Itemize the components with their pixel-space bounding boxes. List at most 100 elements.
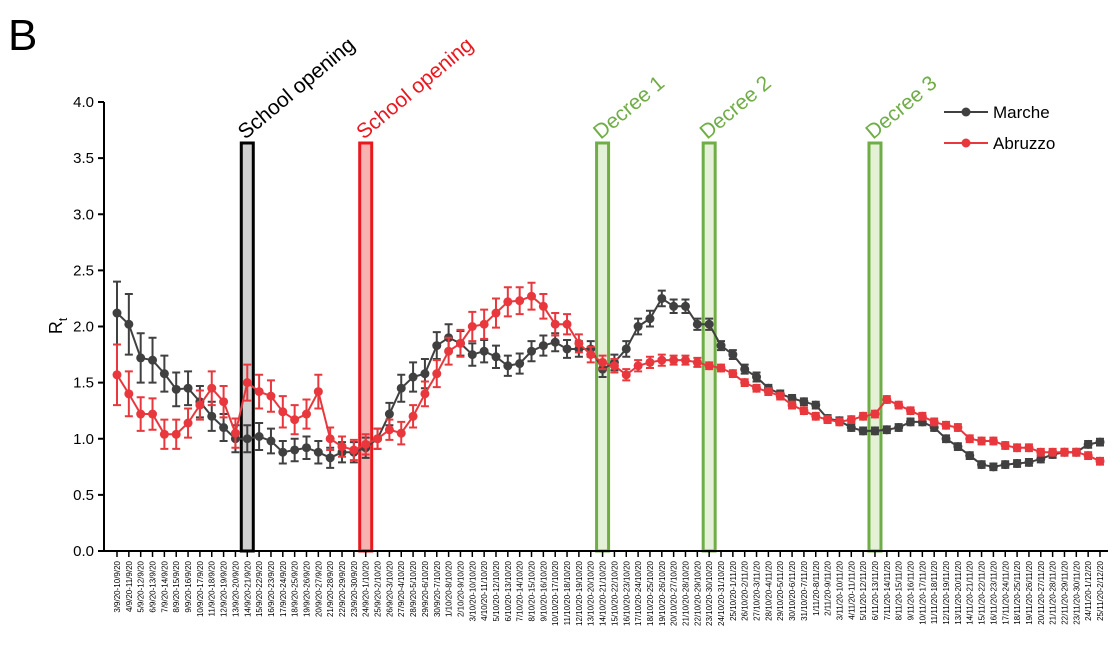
data-point [503,361,513,371]
x-tick-label: 2/11/20-9/11/20 [824,560,833,615]
annotation-box [867,141,883,553]
data-point [148,355,158,365]
data-point [716,341,726,351]
x-tick-label: 19/10/20-26/10/20 [658,560,667,625]
x-tick-label: 16/11/20-23/11/20 [989,560,998,624]
x-tick-label: 29/10/20-5/11/20 [776,560,785,620]
x-tick-label: 7/10/20-14/10/20 [516,560,525,621]
x-tick-label: 22/10/20-29/10/20 [693,560,702,625]
x-tick-label: 18/10/20-25/10/20 [646,560,655,625]
data-point [775,391,785,401]
legend-label: Marche [993,103,1050,122]
data-point [586,350,596,360]
data-point [242,378,252,388]
annotation-box [701,141,717,553]
data-point [870,409,880,419]
data-point [408,411,418,421]
data-point [728,369,738,379]
data-point [906,417,916,427]
x-tick-label: 1/10/20-8/10/20 [445,560,454,617]
x-tick-label: 13/9/20-20/9/20 [231,560,240,617]
data-point [124,389,134,399]
data-point [136,353,146,363]
data-point [965,434,975,444]
data-point [491,308,501,318]
data-point [148,409,158,419]
data-point [420,389,430,399]
x-tick-label: 5/9/20-12/9/20 [137,560,146,612]
data-point [1012,443,1022,453]
x-tick-label: 23/9/20-30/9/20 [350,560,359,617]
data-point [337,442,347,452]
data-point [159,369,169,379]
x-tick-label: 20/11/20-27/11/20 [1037,560,1046,624]
y-tick-label: 2.0 [73,319,94,336]
x-tick-label: 26/9/20-3/10/20 [385,560,394,617]
data-point [953,423,963,433]
x-tick-label: 4/11/20-11/11/20 [847,560,856,619]
data-point [1000,440,1010,450]
x-tick-label: 27/10/20-3/11/20 [753,560,762,620]
data-point [361,439,371,449]
x-tick-label: 17/9/20-24/9/20 [279,560,288,617]
data-point [325,453,335,463]
x-tick-label: 4/10/20-11/10/20 [480,560,489,620]
x-tick-label: 13/10/20-20/10/20 [587,560,596,625]
x-tick-label: 14/10/20-21/10/20 [599,560,608,625]
data-point [941,434,951,444]
data-point [1048,447,1058,457]
data-point [834,417,844,427]
annotation-box [358,141,374,553]
data-point [669,301,679,311]
data-point [515,359,525,369]
data-point [301,409,311,419]
data-point [941,420,951,430]
x-tick-label: 23/11/20-30/11/20 [1072,560,1081,624]
data-point [278,447,288,457]
data-point [870,426,880,436]
x-tick-label: 18/11/20-25/11/20 [1013,560,1022,624]
x-tick-label: 19/11/20-26/11/20 [1025,560,1034,624]
x-tick-label: 25/11/20-2/12/20 [1096,560,1105,620]
x-tick-label: 20/10/20-27/10/20 [670,560,679,625]
data-point [1036,447,1046,457]
data-point [787,400,797,410]
x-tick-label: 24/10/20-31/10/20 [717,560,726,625]
x-tick-label: 5/10/20-12/10/20 [492,560,501,621]
x-tick-label: 1/11/20-8/11/20 [812,560,821,615]
data-point [384,409,394,419]
data-point [479,319,489,329]
y-tick-label: 4.0 [73,94,94,111]
data-point [752,372,762,382]
data-point [787,393,797,403]
data-point [254,387,264,397]
x-tick-label: 8/9/20-15/9/20 [172,560,181,612]
data-point [988,462,998,472]
data-point [171,429,181,439]
data-point [479,346,489,356]
x-tick-label: 30/10/20-6/11/20 [788,560,797,620]
x-tick-label: 12/9/20-19/9/20 [220,560,229,617]
x-tick-label: 16/9/20-23/9/20 [267,560,276,617]
y-tick-label: 3.5 [73,150,94,167]
data-point [1024,443,1034,453]
annotation-label: Decree 1 [589,71,669,143]
x-tick-label: 10/10/20-17/10/20 [551,560,560,625]
data-point [929,417,939,427]
data-point [112,308,122,318]
y-tick-label: 0.5 [73,487,94,504]
data-point [692,357,702,367]
data-point [704,361,714,371]
data-point [716,363,726,373]
data-point [384,425,394,435]
data-point [680,355,690,365]
data-point [313,447,323,457]
data-point [823,415,833,425]
x-tick-label: 26/10/20-2/11/20 [741,560,750,620]
data-point [1083,439,1093,449]
x-tick-label: 3/11/20-10/11/20 [835,560,844,620]
x-tick-label: 2/10/20-9/10/20 [456,560,465,617]
x-tick-label: 15/9/20-22/9/20 [255,560,264,617]
data-point [799,397,809,407]
x-tick-label: 25/10/20-1/11/20 [729,560,738,620]
